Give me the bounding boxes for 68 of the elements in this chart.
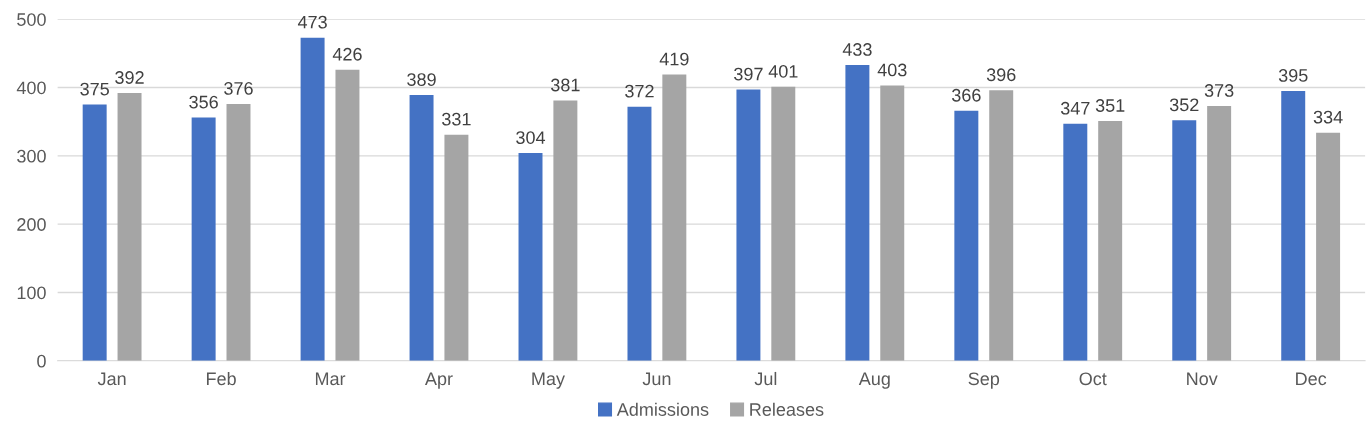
data-label: 401 [768, 64, 798, 78]
data-label: 376 [224, 82, 253, 95]
y-tick-label: 300 [17, 149, 46, 163]
bar [444, 134, 469, 361]
bar [989, 90, 1014, 361]
x-tick-label: Jun [642, 372, 671, 386]
y-tick-label: 200 [17, 218, 46, 231]
bar [1316, 132, 1341, 361]
bar [226, 103, 251, 361]
bar [1098, 121, 1123, 361]
bar [736, 89, 761, 361]
bar [1063, 123, 1088, 361]
data-label: 395 [1278, 69, 1308, 82]
data-label: 375 [80, 82, 109, 96]
data-label: 392 [115, 71, 144, 84]
bar [662, 74, 687, 361]
x-tick-label: Aug [858, 372, 890, 389]
bar [409, 95, 434, 361]
bar [117, 93, 142, 361]
data-label: 419 [659, 52, 689, 66]
bar [845, 64, 870, 361]
x-tick-label: Jan [97, 372, 126, 386]
data-label: 373 [1204, 84, 1234, 97]
bar [191, 117, 216, 361]
data-label: 334 [1313, 110, 1343, 124]
bar [1281, 90, 1306, 361]
data-label: 426 [332, 47, 362, 61]
bar [1172, 120, 1197, 361]
x-tick-label: Nov [1187, 372, 1218, 386]
bar [82, 104, 107, 361]
bar [553, 100, 578, 361]
x-tick-label: Jul [754, 371, 777, 386]
data-label: 403 [877, 63, 907, 77]
data-label: 366 [951, 88, 981, 102]
x-tick-label: Apr [424, 372, 453, 389]
data-label: 352 [1169, 98, 1199, 112]
data-label: 356 [189, 95, 218, 109]
x-tick-label: May [532, 372, 565, 389]
x-tick-label: Oct [1079, 372, 1107, 386]
data-label: 372 [625, 84, 654, 98]
data-label: 389 [407, 73, 436, 86]
legend-label: Releases [750, 402, 824, 416]
data-label: 381 [551, 78, 580, 92]
bar [880, 85, 905, 361]
data-label: 351 [1095, 99, 1125, 112]
data-label: 331 [442, 112, 471, 126]
data-label: 397 [734, 67, 763, 81]
bar [1207, 105, 1232, 361]
data-label: 304 [516, 131, 546, 144]
y-tick-label: 0 [37, 354, 46, 368]
data-label: 473 [297, 15, 327, 29]
bar [627, 106, 652, 361]
y-tick-label: 500 [17, 13, 46, 26]
bar [335, 69, 360, 361]
bar [954, 110, 979, 361]
y-tick-label: 100 [17, 286, 46, 300]
x-tick-label: Dec [1296, 372, 1327, 386]
x-tick-label: Mar [315, 372, 346, 386]
data-label: 347 [1060, 101, 1090, 115]
data-label: 396 [986, 68, 1016, 82]
x-tick-label: Sep [968, 372, 1000, 389]
bar [300, 37, 325, 361]
x-tick-label: Feb [206, 371, 236, 386]
legend-label: Admissions [616, 402, 709, 416]
bar [518, 153, 543, 361]
y-tick-label: 400 [16, 81, 46, 95]
data-label: 433 [842, 43, 872, 56]
bar [771, 86, 796, 361]
